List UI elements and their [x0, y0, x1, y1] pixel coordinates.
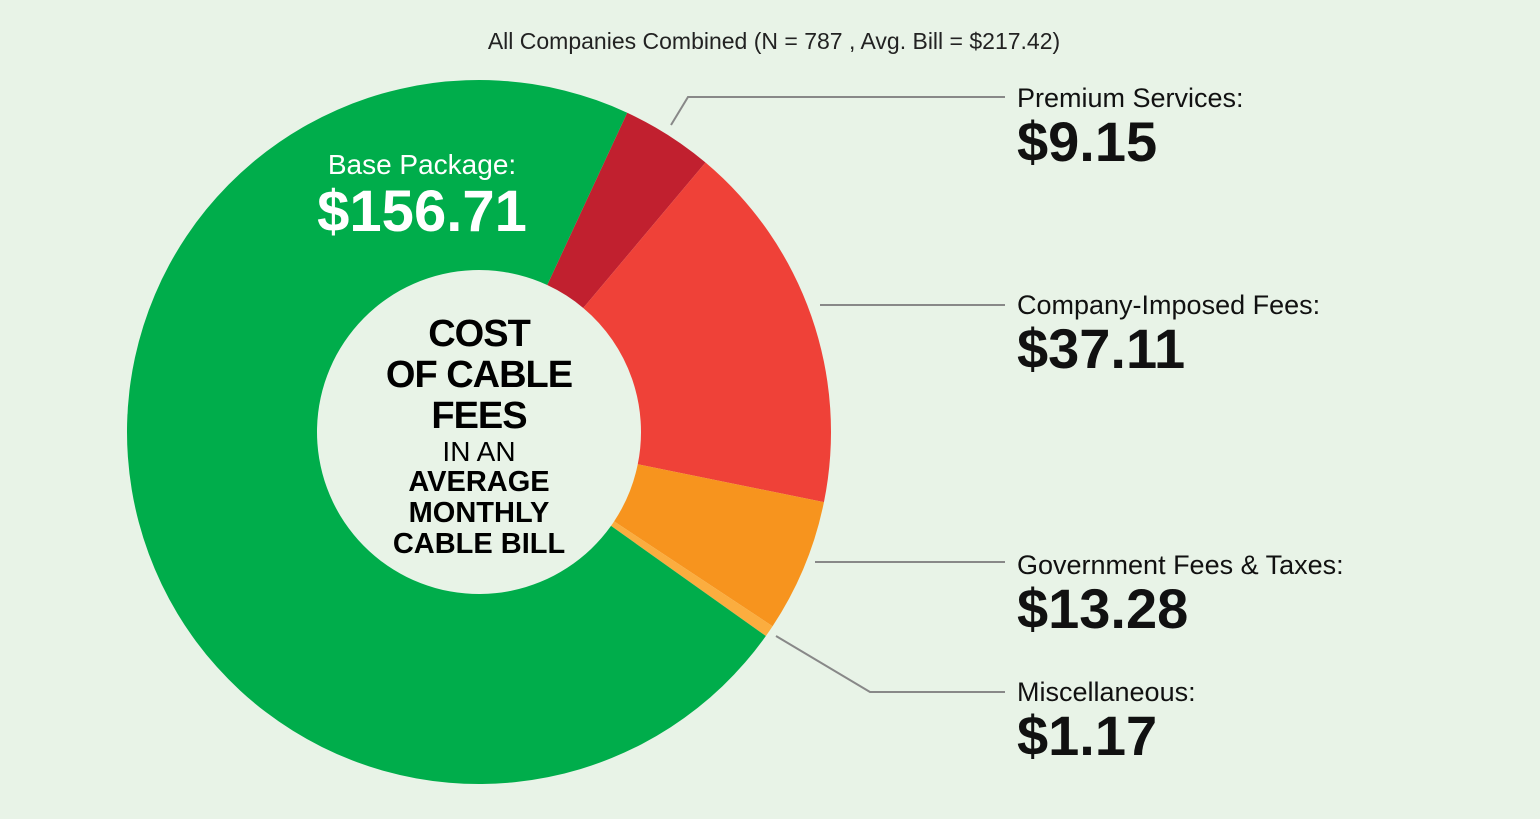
leader-line [775, 635, 1005, 693]
center-line: OF CABLE [385, 354, 573, 396]
slice-government-fees-taxes [614, 464, 824, 627]
slice-value: $13.28 [1017, 577, 1189, 640]
center-line: COST [428, 313, 531, 355]
slice-name: Company-Imposed Fees: [1017, 290, 1321, 320]
leader-line [670, 96, 1005, 126]
slice-name: Base Package: [327, 149, 517, 180]
center-line: MONTHLY [408, 497, 550, 529]
slice-value: $156.71 [317, 179, 527, 244]
center-line: FEES [431, 395, 527, 437]
center-line: CABLE BILL [392, 528, 566, 560]
label-premium-services: Premium Services: $9.15 [1017, 83, 1244, 171]
chart-title: All Companies Combined (N = 787 , Avg. B… [487, 28, 1061, 54]
slice-miscellaneous [611, 521, 773, 637]
slice-name: Government Fees & Taxes: [1017, 550, 1344, 580]
slice-premium-services [547, 112, 706, 308]
label-government-fees: Government Fees & Taxes: $13.28 [1017, 550, 1344, 638]
center-line: IN AN [442, 436, 516, 467]
label-company-fees: Company-Imposed Fees: $37.11 [1017, 290, 1320, 378]
slice-value: $9.15 [1017, 110, 1158, 173]
slice-value: $37.11 [1017, 317, 1186, 380]
slice-name: Premium Services: [1017, 83, 1244, 113]
label-miscellaneous: Miscellaneous: $1.17 [1017, 677, 1196, 765]
slice-value: $1.17 [1017, 704, 1158, 767]
slice-base-package [127, 79, 766, 785]
slice-company-imposed-fees [583, 162, 831, 503]
slice-name: Miscellaneous: [1017, 677, 1196, 707]
center-text: COST OF CABLE FEES IN AN AVERAGE MONTHLY… [329, 314, 629, 560]
center-line: AVERAGE [408, 466, 550, 498]
label-base-package: Base Package: $156.71 [262, 148, 582, 242]
